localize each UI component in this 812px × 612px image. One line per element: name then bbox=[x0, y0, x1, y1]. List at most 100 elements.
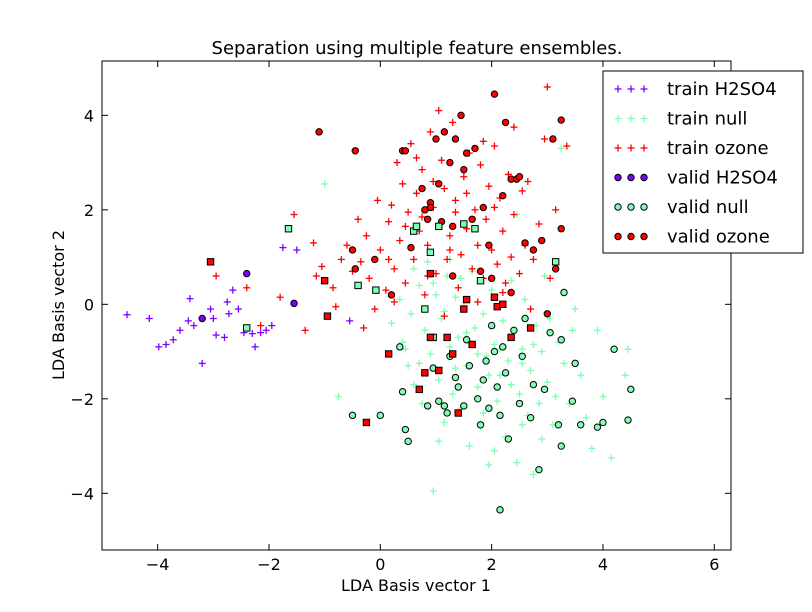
data-point bbox=[290, 211, 298, 219]
data-point bbox=[209, 314, 217, 322]
data-point bbox=[365, 274, 373, 282]
data-point bbox=[446, 343, 454, 351]
data-point bbox=[376, 411, 385, 420]
data-point bbox=[479, 376, 487, 384]
data-point bbox=[449, 118, 457, 126]
data-point bbox=[529, 255, 537, 263]
data-point bbox=[446, 232, 454, 240]
data-point bbox=[515, 270, 523, 278]
data-point bbox=[279, 244, 287, 252]
plot-frame bbox=[101, 60, 732, 551]
data-point bbox=[404, 437, 412, 446]
data-point bbox=[449, 390, 457, 398]
data-point bbox=[482, 357, 490, 365]
data-point bbox=[457, 111, 465, 120]
data-point bbox=[443, 333, 451, 342]
legend-marker bbox=[614, 115, 622, 122]
data-point bbox=[435, 376, 443, 384]
y-tick-label: 0 bbox=[84, 295, 94, 314]
data-point bbox=[474, 395, 482, 403]
data-point bbox=[460, 305, 468, 313]
data-point bbox=[485, 241, 493, 249]
data-point bbox=[557, 442, 565, 450]
data-point bbox=[435, 222, 443, 231]
data-point bbox=[446, 158, 454, 167]
data-point bbox=[162, 340, 170, 348]
y-tick-label: 4 bbox=[84, 106, 94, 125]
data-point bbox=[457, 274, 465, 282]
data-point bbox=[362, 232, 370, 240]
data-point bbox=[599, 418, 607, 427]
data-point bbox=[465, 362, 474, 370]
data-point bbox=[251, 343, 259, 351]
data-point bbox=[440, 402, 449, 410]
data-point bbox=[485, 404, 493, 412]
legend-box bbox=[602, 70, 804, 254]
data-point bbox=[557, 225, 565, 233]
x-tick-label: 2 bbox=[487, 555, 497, 574]
data-point bbox=[471, 206, 479, 214]
data-point bbox=[557, 336, 565, 344]
data-point bbox=[510, 211, 518, 219]
x-tick-label: 0 bbox=[375, 555, 385, 574]
data-point bbox=[123, 311, 131, 319]
data-point bbox=[243, 324, 251, 332]
legend-marker bbox=[614, 203, 622, 211]
data-point bbox=[529, 470, 537, 478]
data-point bbox=[504, 435, 513, 443]
legend-marker bbox=[614, 232, 622, 241]
data-point bbox=[526, 414, 535, 422]
data-point bbox=[220, 333, 228, 341]
data-point bbox=[268, 322, 276, 330]
data-point bbox=[426, 248, 435, 257]
data-point bbox=[490, 203, 498, 211]
data-point bbox=[454, 409, 462, 417]
data-point bbox=[607, 454, 615, 462]
data-point bbox=[312, 272, 320, 280]
data-point bbox=[552, 392, 560, 400]
data-point bbox=[546, 274, 554, 282]
data-point bbox=[206, 258, 215, 266]
data-point bbox=[468, 215, 476, 223]
data-point bbox=[354, 281, 362, 290]
data-point bbox=[448, 272, 457, 280]
data-point bbox=[186, 295, 194, 303]
data-point bbox=[518, 421, 526, 429]
data-point bbox=[588, 444, 596, 452]
legend-marker bbox=[614, 173, 622, 182]
data-point bbox=[499, 317, 507, 325]
data-point bbox=[462, 336, 471, 344]
data-point bbox=[451, 208, 459, 216]
data-point bbox=[384, 350, 393, 358]
data-point bbox=[229, 286, 237, 294]
data-point bbox=[262, 326, 270, 334]
data-point bbox=[404, 208, 412, 216]
data-point bbox=[496, 506, 504, 514]
data-point bbox=[348, 246, 357, 254]
data-point bbox=[451, 373, 460, 382]
data-point bbox=[476, 276, 485, 285]
data-point bbox=[301, 326, 309, 334]
data-point bbox=[490, 347, 499, 356]
data-point bbox=[507, 253, 515, 261]
data-point bbox=[351, 265, 359, 273]
data-point bbox=[541, 135, 549, 143]
data-point bbox=[471, 144, 479, 153]
data-point bbox=[243, 269, 251, 278]
legend-label: train null bbox=[667, 109, 747, 130]
data-point bbox=[507, 277, 515, 285]
data-point bbox=[560, 359, 568, 367]
data-point bbox=[293, 246, 301, 254]
data-point bbox=[582, 414, 590, 422]
data-point bbox=[376, 246, 384, 254]
data-point bbox=[521, 314, 529, 323]
data-point bbox=[382, 286, 390, 294]
data-point bbox=[426, 269, 435, 278]
legend-label: valid ozone bbox=[667, 227, 770, 248]
points-layer bbox=[123, 83, 635, 514]
data-point bbox=[468, 340, 476, 349]
data-point bbox=[521, 296, 529, 304]
data-point bbox=[432, 135, 440, 143]
data-point bbox=[479, 137, 487, 145]
